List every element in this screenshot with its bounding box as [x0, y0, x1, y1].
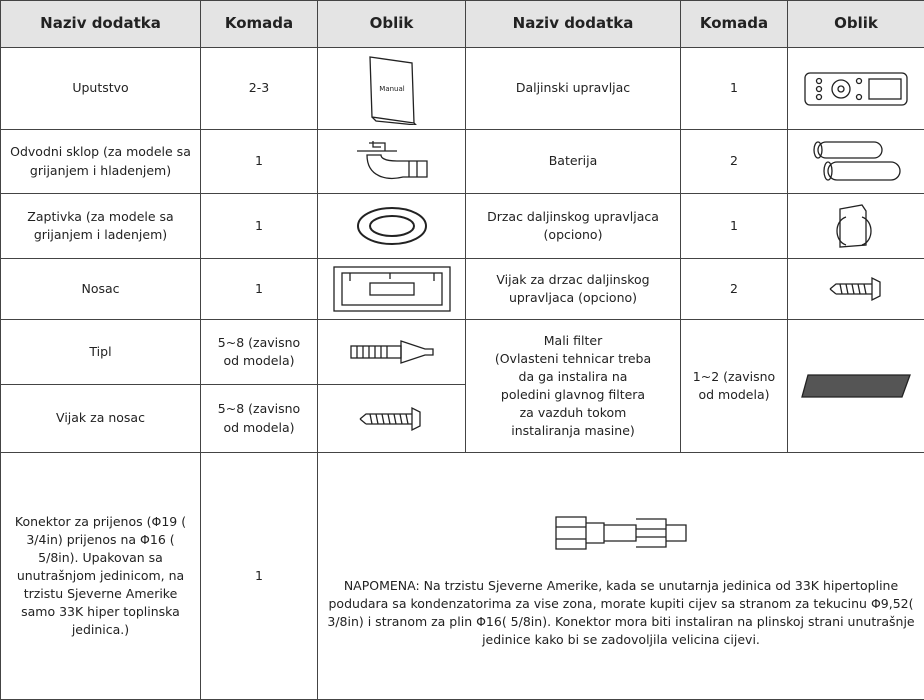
filter-icon	[801, 374, 911, 398]
seal-icon	[356, 207, 427, 245]
remote-icon	[804, 71, 908, 106]
header-row: Naziv dodatka Komada Oblik Naziv dodatka…	[0, 0, 924, 48]
item-qty: 2-3	[200, 47, 318, 130]
icon-cell	[317, 129, 466, 194]
item-name: Uputstvo	[0, 47, 201, 130]
icon-cell	[787, 193, 924, 259]
item-name: Vijak za nosac	[0, 384, 201, 453]
item-qty: 1	[680, 47, 788, 130]
icon-cell	[317, 384, 466, 453]
icon-cell	[317, 319, 466, 385]
manual-label: Manual	[379, 85, 404, 93]
item-name: Vijak za drzac daljinskog upravljaca (op…	[465, 258, 681, 320]
item-qty: 2	[680, 129, 788, 194]
row: Tipl 5~8 (zavisno od modela) Mali filter…	[0, 319, 924, 453]
icon-cell	[787, 47, 924, 130]
battery-icon	[813, 140, 901, 181]
item-name: Odvodni sklop (za modele sa grijanjem i …	[0, 129, 201, 194]
item-name: Zaptivka (za modele sa grijanjem i laden…	[0, 193, 201, 259]
header-cell: Oblik	[317, 0, 466, 48]
note-text: NAPOMENA: Na trzistu Sjeverne Amerike, k…	[327, 577, 915, 648]
screw-icon	[359, 406, 421, 431]
row: Odvodni sklop (za modele sa grijanjem i …	[0, 129, 924, 194]
header-cell: Komada	[200, 0, 318, 48]
item-name-note: (Ovlasteni tehnicar treba da ga instalir…	[494, 350, 652, 439]
anchor-icon	[349, 340, 434, 364]
screw-icon	[829, 276, 881, 302]
item-qty: 5~8 (zavisno od modela)	[200, 319, 318, 385]
item-name: Daljinski upravljac	[465, 47, 681, 130]
row: Nosac 1 Vijak za drzac daljinskog upravl…	[0, 258, 924, 320]
holder-icon	[836, 204, 872, 248]
note-cell: NAPOMENA: Na trzistu Sjeverne Amerike, k…	[317, 452, 924, 700]
icon-cell	[317, 258, 466, 320]
row: Konektor za prijenos (Φ19 ( 3/4in) prije…	[0, 452, 924, 700]
item-name: Tipl	[0, 319, 201, 385]
item-name: Drzac daljinskog upravljaca (opciono)	[465, 193, 681, 259]
row: Zaptivka (za modele sa grijanjem i laden…	[0, 193, 924, 259]
item-qty: 1	[200, 452, 318, 700]
item-qty: 1	[200, 193, 318, 259]
manual-icon: Manual	[368, 55, 417, 125]
icon-cell	[317, 193, 466, 259]
header-cell: Komada	[680, 0, 788, 48]
bracket-icon	[332, 266, 451, 312]
item-qty: 1	[200, 258, 318, 320]
row: Vijak za nosac 5~8 (zavisno od modela)	[0, 384, 924, 453]
icon-cell: Manual	[317, 47, 466, 130]
item-name: Konektor za prijenos (Φ19 ( 3/4in) prije…	[0, 452, 201, 700]
drain-icon	[356, 140, 428, 179]
icon-cell	[787, 129, 924, 194]
item-qty: 2	[680, 258, 788, 320]
connector-icon	[555, 516, 687, 550]
header-cell: Naziv dodatka	[0, 0, 201, 48]
item-name: Nosac	[0, 258, 201, 320]
item-qty: 1	[200, 129, 318, 194]
item-qty: 1~2 (zavisno od modela)	[680, 319, 788, 453]
item-qty: 1	[680, 193, 788, 259]
item-name: Mali filter (Ovlasteni tehnicar treba da…	[465, 319, 681, 453]
item-qty: 5~8 (zavisno od modela)	[200, 384, 318, 453]
item-name: Baterija	[465, 129, 681, 194]
row: Uputstvo 2-3 Manual Daljinski upravljac …	[0, 47, 924, 130]
icon-cell	[787, 258, 924, 320]
header-cell: Naziv dodatka	[465, 0, 681, 48]
header-cell: Oblik	[787, 0, 924, 48]
item-name-title: Mali filter	[543, 332, 603, 348]
icon-cell	[787, 319, 924, 453]
